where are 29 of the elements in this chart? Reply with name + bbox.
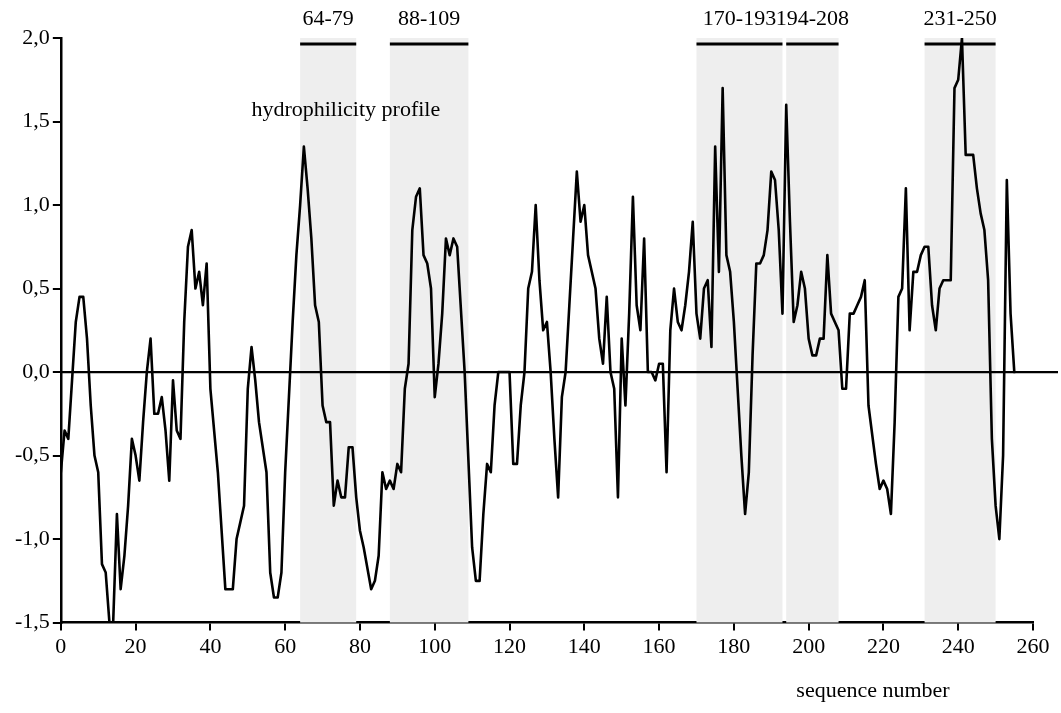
- band-label: 88-109: [397, 4, 461, 30]
- band-label: 194-208: [775, 4, 850, 30]
- x-tick-label: 140: [567, 632, 601, 658]
- band-label: 231-250: [923, 4, 997, 30]
- x-tick-label: 40: [199, 632, 222, 658]
- y-tick-label: -1,5: [15, 608, 50, 634]
- x-tick-label: 160: [642, 632, 676, 658]
- y-tick-label: 0,5: [22, 274, 50, 300]
- y-tick-label: 1,5: [22, 107, 50, 133]
- band-label: 64-79: [302, 4, 354, 30]
- x-tick-label: 180: [717, 632, 751, 658]
- y-tick-label: 1,0: [22, 190, 50, 216]
- y-tick-label: -1,0: [15, 524, 50, 550]
- y-tick-label: 0,0: [22, 357, 50, 383]
- x-tick-label: 80: [348, 632, 371, 658]
- x-tick-label: 0: [55, 632, 67, 658]
- x-tick-label: 100: [418, 632, 452, 658]
- x-tick-label: 200: [792, 632, 826, 658]
- x-tick-label: 240: [941, 632, 975, 658]
- band-label: 170-193: [702, 4, 777, 30]
- x-axis-title: sequence number: [796, 676, 951, 702]
- y-tick-label: 2,0: [22, 23, 50, 49]
- x-tick-label: 260: [1016, 632, 1050, 658]
- y-tick-label: -0,5: [15, 441, 50, 467]
- x-tick-label: 220: [866, 632, 900, 658]
- text: hydrophilicity profile: [251, 95, 441, 121]
- x-tick-label: 60: [274, 632, 297, 658]
- x-tick-label: 120: [493, 632, 527, 658]
- x-tick-label: 20: [124, 632, 147, 658]
